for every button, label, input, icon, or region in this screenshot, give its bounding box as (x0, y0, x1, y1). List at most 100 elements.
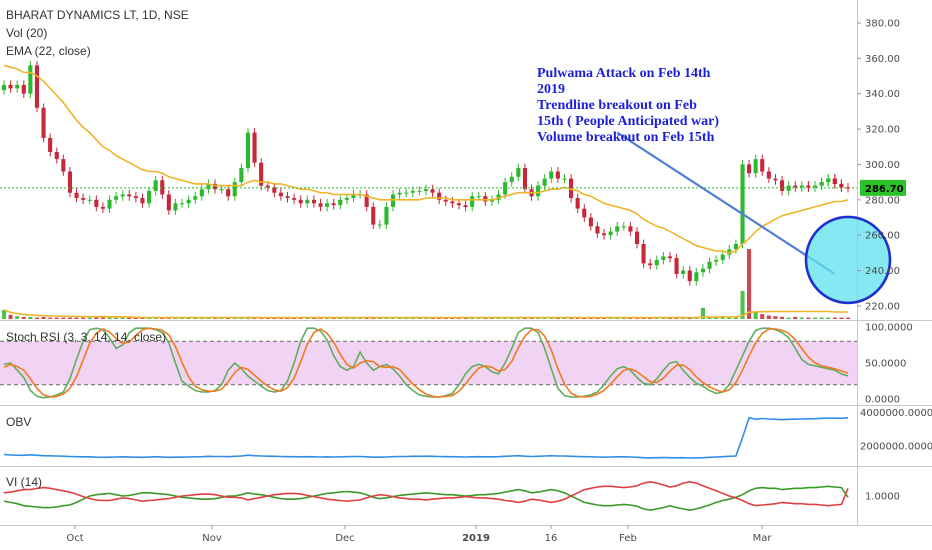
candle (8, 80, 13, 93)
ema-legend[interactable]: EMA (22, close) (6, 44, 91, 58)
volume-bar (107, 317, 112, 319)
candle (621, 221, 626, 231)
volume-bar (127, 317, 132, 319)
volume-legend[interactable]: Vol (20) (6, 26, 48, 40)
candle (522, 163, 527, 194)
candle (654, 255, 659, 270)
volume-bar (773, 316, 778, 319)
candle (463, 200, 468, 212)
candle-body (173, 203, 178, 211)
candle (160, 175, 165, 199)
candle-body (727, 249, 732, 255)
candle-body (417, 190, 422, 192)
annotation-text: Pulwama Attack on Feb 14th 2019 Trendlin… (537, 66, 719, 146)
candle-body (67, 171, 72, 193)
candle-body (470, 196, 475, 207)
candle (384, 202, 389, 229)
candle (48, 133, 53, 157)
candle (582, 204, 587, 222)
candle (133, 191, 138, 203)
vi-legend[interactable]: VI (14) (6, 475, 43, 489)
volume-bar (34, 317, 39, 319)
candle (747, 160, 752, 178)
candle-body (265, 185, 270, 188)
candle-body (344, 198, 349, 200)
volume-bar (727, 316, 732, 319)
volume-ma-line (3, 309, 848, 319)
price-tick-label: 380.00 (865, 19, 900, 30)
candle-body (180, 203, 185, 205)
candle-body (608, 231, 613, 236)
candle (595, 221, 600, 238)
candle-body (325, 203, 330, 207)
candle (74, 188, 79, 203)
candle-body (707, 261, 712, 269)
candle (437, 188, 442, 205)
candle-body (813, 185, 818, 188)
candle-body (456, 203, 461, 206)
candle (667, 251, 672, 263)
candle-body (621, 226, 626, 228)
candle-body (107, 199, 112, 209)
volume-bar (799, 317, 804, 319)
candle-body (536, 185, 541, 197)
volume-bar (147, 317, 152, 319)
candle-body (213, 183, 218, 190)
candle (509, 172, 514, 187)
stoch-rsi-legend[interactable]: Stoch RSI (3, 3, 14, 14, close) (6, 330, 167, 344)
candle (114, 191, 119, 205)
candle (298, 195, 303, 208)
candle-body (766, 171, 771, 179)
candle (351, 190, 356, 203)
date-label: Dec (335, 533, 354, 544)
candle-body (628, 226, 633, 232)
candle (569, 174, 574, 203)
candle-body (239, 168, 244, 183)
candle-body (120, 194, 125, 197)
candle-body (667, 256, 672, 259)
candle-body (733, 244, 738, 250)
candle (549, 167, 554, 183)
volume-bar (15, 316, 20, 319)
candle-body (555, 171, 560, 179)
candle (773, 174, 778, 185)
candle (265, 181, 270, 192)
candle (681, 266, 686, 279)
candle-body (232, 182, 237, 197)
candle (707, 257, 712, 274)
time-axis[interactable]: Oct Nov Dec 2019 16 Feb Mar (66, 525, 772, 544)
annotation-line: Volume breakout on Feb 15th (537, 130, 715, 145)
candle (127, 190, 132, 201)
candle (417, 186, 422, 196)
candle-body (100, 206, 105, 209)
candle (496, 190, 501, 205)
candle-body (34, 65, 39, 108)
candle-body (569, 178, 574, 198)
candle (694, 267, 699, 286)
candle (278, 188, 283, 201)
candle (232, 177, 237, 201)
price-axis[interactable]: 220.00 240.00 260.00 280.00 300.00 320.00 340.… (857, 19, 932, 503)
candle (87, 195, 92, 205)
obv-tick-label: 2000000.0000 (860, 442, 932, 453)
volume-bar (846, 317, 851, 319)
candle-body (595, 226, 600, 234)
volume-bar (67, 317, 72, 319)
candle-body (780, 180, 785, 191)
volume-bar (753, 312, 758, 319)
last-price-badge (860, 179, 906, 196)
candle (34, 61, 39, 113)
date-label: Nov (202, 533, 222, 544)
obv-legend[interactable]: OBV (6, 415, 32, 429)
candle-body (806, 185, 811, 188)
candle-body (193, 196, 198, 200)
candle (377, 220, 382, 229)
candle-body (681, 270, 686, 274)
volume-bars (2, 249, 851, 319)
candle (615, 221, 620, 236)
annotation-line: Trendline breakout on Feb (537, 98, 697, 113)
candle-body (371, 206, 376, 225)
symbol-title[interactable]: BHARAT DYNAMICS LT, 1D, NSE (6, 8, 189, 22)
volume-bar (700, 307, 705, 319)
volume-bar (74, 317, 79, 319)
